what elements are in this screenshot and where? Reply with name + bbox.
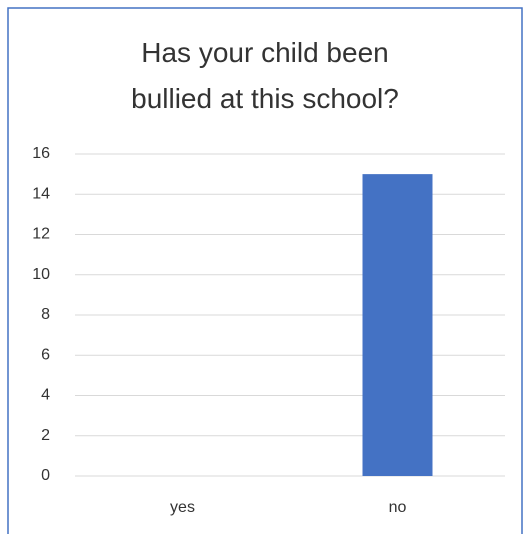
x-tick-label: no <box>389 499 407 516</box>
y-tick-label: 16 <box>32 145 50 162</box>
y-tick-label: 14 <box>32 185 50 202</box>
chart-title: Has your child been bullied at this scho… <box>131 37 399 114</box>
y-tick-label: 4 <box>41 387 50 404</box>
bar <box>362 174 433 476</box>
y-tick-label: 8 <box>41 306 50 323</box>
y-tick-label: 2 <box>41 427 50 444</box>
y-tick-label: 10 <box>32 266 50 283</box>
x-tick-label: yes <box>170 499 195 516</box>
chart-border <box>7 7 523 534</box>
y-tick-label: 0 <box>41 467 50 484</box>
y-tick-label: 6 <box>41 346 50 363</box>
y-tick-label: 12 <box>32 226 50 243</box>
